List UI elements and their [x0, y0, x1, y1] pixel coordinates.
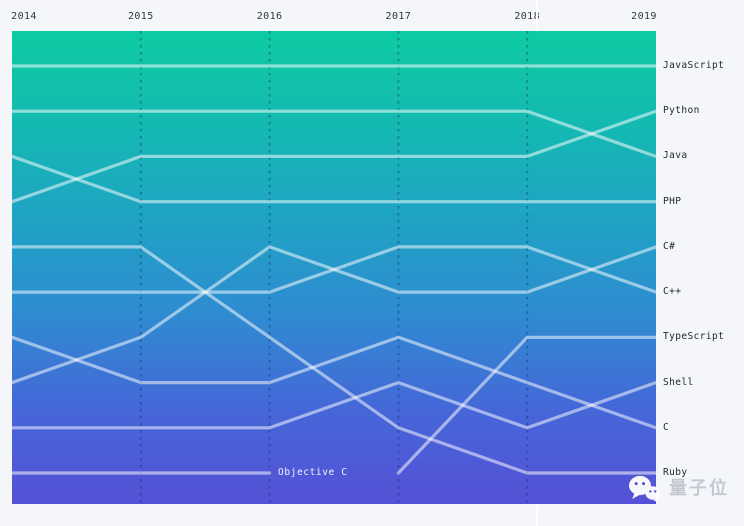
page-artifact-line-top [536, 0, 538, 31]
series-line-c [12, 335, 656, 430]
language-rank-labels: JavaScript Python Java PHP C# C++ TypeScript Sh… [663, 0, 744, 526]
language-label-c: C# [663, 240, 676, 252]
language-label-java: Java [663, 150, 688, 162]
watermark-text: 量子位 [669, 478, 729, 499]
series-line-ruby [12, 245, 656, 475]
chart-plot-area: Objective C [12, 31, 656, 504]
year-label-2017: 2017 [385, 11, 412, 22]
year-label-2018: 2018 [514, 11, 541, 22]
series-line-c [12, 245, 656, 294]
series-line-c [12, 245, 656, 385]
chart-canvas [12, 31, 656, 504]
language-label-c: C++ [663, 286, 682, 298]
language-label-c: C [663, 421, 670, 433]
language-label-ruby: Ruby [663, 467, 688, 478]
year-label-2014: 2014 [11, 11, 37, 22]
language-label-typescript: TypeScript [663, 331, 725, 343]
year-label-2019: 2019 [631, 11, 657, 22]
series-line-php [12, 154, 656, 204]
year-label-2016: 2016 [256, 11, 283, 22]
series-line-java [12, 109, 656, 159]
year-label-2015: 2015 [127, 11, 154, 22]
qbitai-watermark: 量子位 [628, 475, 729, 503]
objective-c-inline-label: Objective C [278, 467, 348, 478]
series-line-python [12, 109, 656, 204]
page-artifact-line-bottom [536, 505, 538, 526]
wechat-icon [629, 475, 661, 503]
language-label-python: Python [663, 105, 700, 117]
x-axis-year-labels: 2014 2015 2016 2017 2018 2019 [0, 0, 744, 31]
series-line-shell [12, 381, 656, 430]
language-label-php: PHP [663, 195, 682, 207]
language-label-javascript: JavaScript [663, 60, 725, 71]
series-line-typescript [396, 335, 656, 475]
language-label-shell: Shell [663, 376, 694, 388]
